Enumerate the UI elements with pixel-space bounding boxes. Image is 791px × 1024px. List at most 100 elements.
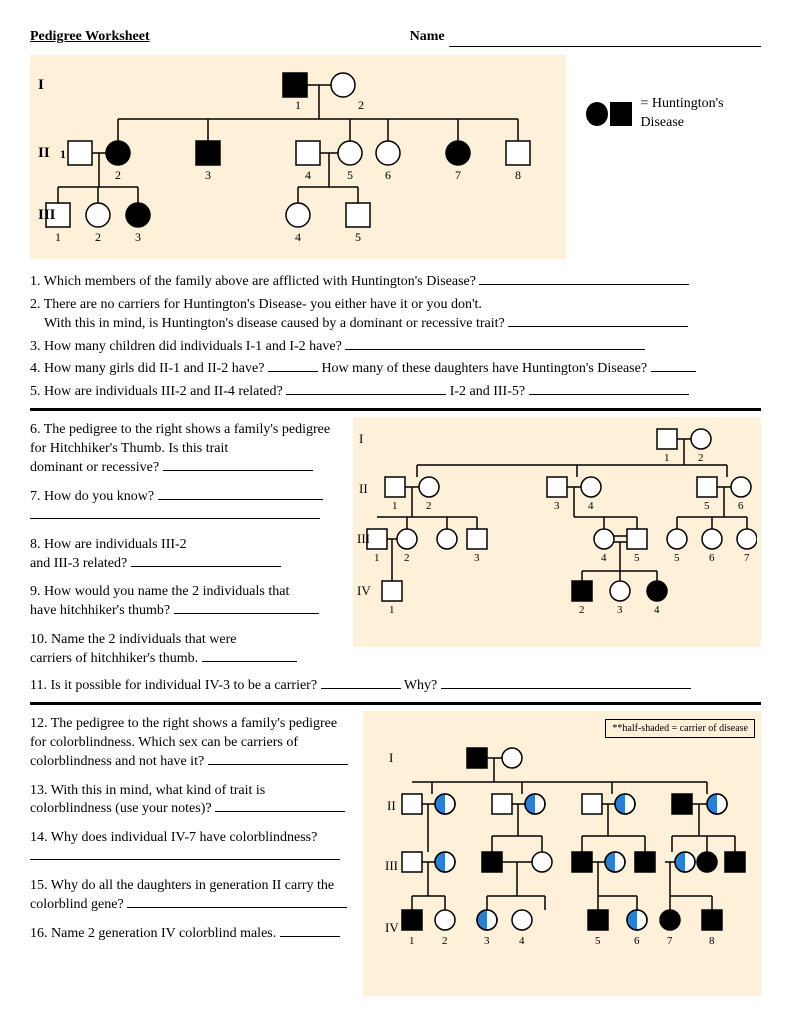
q16-blank[interactable] xyxy=(280,936,340,937)
svg-text:3: 3 xyxy=(617,604,623,616)
q7-blank1[interactable] xyxy=(158,499,323,500)
svg-text:6: 6 xyxy=(634,935,640,947)
q4-blank1[interactable] xyxy=(268,371,318,372)
q2-blank[interactable] xyxy=(508,326,688,327)
pedigree-3-chart: **half-shaded = carrier of disease I II xyxy=(363,711,761,997)
svg-text:8: 8 xyxy=(515,168,521,182)
pedigree-1-area: 1 2 1 2 3 4 5 xyxy=(30,55,761,259)
q11-blank2[interactable] xyxy=(441,688,691,689)
svg-text:I: I xyxy=(38,77,44,93)
svg-text:1: 1 xyxy=(664,452,670,464)
pedigree-1-chart: 1 2 1 2 3 4 5 xyxy=(30,55,566,259)
svg-text:2: 2 xyxy=(579,604,585,616)
q8-blank[interactable] xyxy=(131,566,281,567)
legend-circle-icon xyxy=(586,102,608,126)
svg-text:1: 1 xyxy=(60,147,66,161)
q1: 1. Which members of the family above are… xyxy=(30,273,761,292)
q3-blank[interactable] xyxy=(345,349,645,350)
svg-text:7: 7 xyxy=(455,168,461,182)
svg-text:5: 5 xyxy=(704,500,710,512)
svg-text:3: 3 xyxy=(474,552,480,564)
svg-text:5: 5 xyxy=(634,552,640,564)
q11-blank1[interactable] xyxy=(321,688,401,689)
svg-text:5: 5 xyxy=(347,168,353,182)
svg-text:IV: IV xyxy=(357,583,371,598)
name-blank[interactable] xyxy=(449,46,761,47)
q1-blank[interactable] xyxy=(479,284,689,285)
svg-text:5: 5 xyxy=(355,230,361,244)
q5-blank1[interactable] xyxy=(286,394,446,395)
svg-text:2: 2 xyxy=(698,452,704,464)
svg-text:II: II xyxy=(359,481,368,496)
pedigree-1-svg: 1 2 1 2 3 4 5 xyxy=(38,65,558,255)
q14: 14. Why does individual IV-7 have colorb… xyxy=(30,829,353,867)
svg-text:4: 4 xyxy=(601,552,607,564)
svg-text:3: 3 xyxy=(554,500,560,512)
svg-text:II: II xyxy=(387,798,396,813)
svg-text:3: 3 xyxy=(135,230,141,244)
q6: 6. The pedigree to the right shows a fam… xyxy=(30,421,343,478)
q3: 3. How many children did individuals I-1… xyxy=(30,338,761,357)
svg-text:4: 4 xyxy=(588,500,594,512)
carrier-note: **half-shaded = carrier of disease xyxy=(605,719,755,739)
svg-text:1: 1 xyxy=(392,500,398,512)
svg-text:1: 1 xyxy=(295,98,301,112)
svg-text:4: 4 xyxy=(295,230,301,244)
svg-text:2: 2 xyxy=(404,552,410,564)
svg-text:7: 7 xyxy=(744,552,750,564)
legend-text: = Huntington's Disease xyxy=(640,95,761,133)
q15-blank[interactable] xyxy=(127,907,347,908)
svg-text:IV: IV xyxy=(385,920,399,935)
worksheet-title: Pedigree Worksheet xyxy=(30,28,150,47)
svg-text:III: III xyxy=(38,207,56,223)
svg-text:1: 1 xyxy=(374,552,380,564)
q9: 9. How would you name the 2 individuals … xyxy=(30,583,343,621)
svg-text:2: 2 xyxy=(426,500,432,512)
svg-text:II: II xyxy=(38,145,50,161)
svg-text:6: 6 xyxy=(738,500,744,512)
svg-text:5: 5 xyxy=(674,552,680,564)
divider-2 xyxy=(30,702,761,705)
svg-text:III: III xyxy=(357,531,370,546)
svg-text:4: 4 xyxy=(305,168,311,182)
pedigree-2-svg: 1 2 1 2 3 4 5 6 xyxy=(357,423,757,641)
q4-blank2[interactable] xyxy=(651,371,696,372)
divider-1 xyxy=(30,408,761,411)
q7-blank2[interactable] xyxy=(30,518,320,519)
svg-text:2: 2 xyxy=(95,230,101,244)
svg-text:1: 1 xyxy=(389,604,395,616)
pedigree-2-chart: 1 2 1 2 3 4 5 6 xyxy=(353,417,761,647)
q5-blank2[interactable] xyxy=(529,394,689,395)
section-colorblind: 12. The pedigree to the right shows a fa… xyxy=(30,711,761,997)
svg-text:7: 7 xyxy=(667,935,673,947)
name-label: Name xyxy=(410,28,445,47)
svg-text:1: 1 xyxy=(55,230,61,244)
q5: 5. How are individuals III-2 and II-4 re… xyxy=(30,383,761,402)
q13-blank[interactable] xyxy=(215,811,345,812)
q16: 16. Name 2 generation IV colorblind male… xyxy=(30,925,353,944)
svg-text:2: 2 xyxy=(442,935,448,947)
svg-text:III: III xyxy=(385,858,398,873)
pedigree-3-svg: I II III xyxy=(367,740,747,990)
q4: 4. How many girls did II-1 and II-2 have… xyxy=(30,360,761,379)
q14-blank[interactable] xyxy=(30,859,340,860)
legend: = Huntington's Disease xyxy=(586,55,761,133)
q15: 15. Why do all the daughters in generati… xyxy=(30,877,353,915)
section-hitchhiker: 6. The pedigree to the right shows a fam… xyxy=(30,417,761,673)
svg-text:6: 6 xyxy=(385,168,391,182)
q12-blank[interactable] xyxy=(208,764,348,765)
q6-blank[interactable] xyxy=(163,470,313,471)
q13: 13. With this in mind, what kind of trai… xyxy=(30,782,353,820)
q2: 2. There are no carriers for Huntington'… xyxy=(30,296,761,334)
q8: 8. How are individuals III-2and III-3 re… xyxy=(30,536,343,574)
svg-text:I: I xyxy=(389,750,393,765)
svg-text:2: 2 xyxy=(115,168,121,182)
q10-blank[interactable] xyxy=(202,661,297,662)
svg-text:3: 3 xyxy=(484,935,490,947)
q7: 7. How do you know? xyxy=(30,488,343,526)
q9-blank[interactable] xyxy=(174,613,319,614)
worksheet-header: Pedigree Worksheet Name xyxy=(30,28,761,47)
svg-text:3: 3 xyxy=(205,168,211,182)
svg-text:5: 5 xyxy=(595,935,601,947)
q11: 11. Is it possible for individual IV-3 t… xyxy=(30,677,761,696)
